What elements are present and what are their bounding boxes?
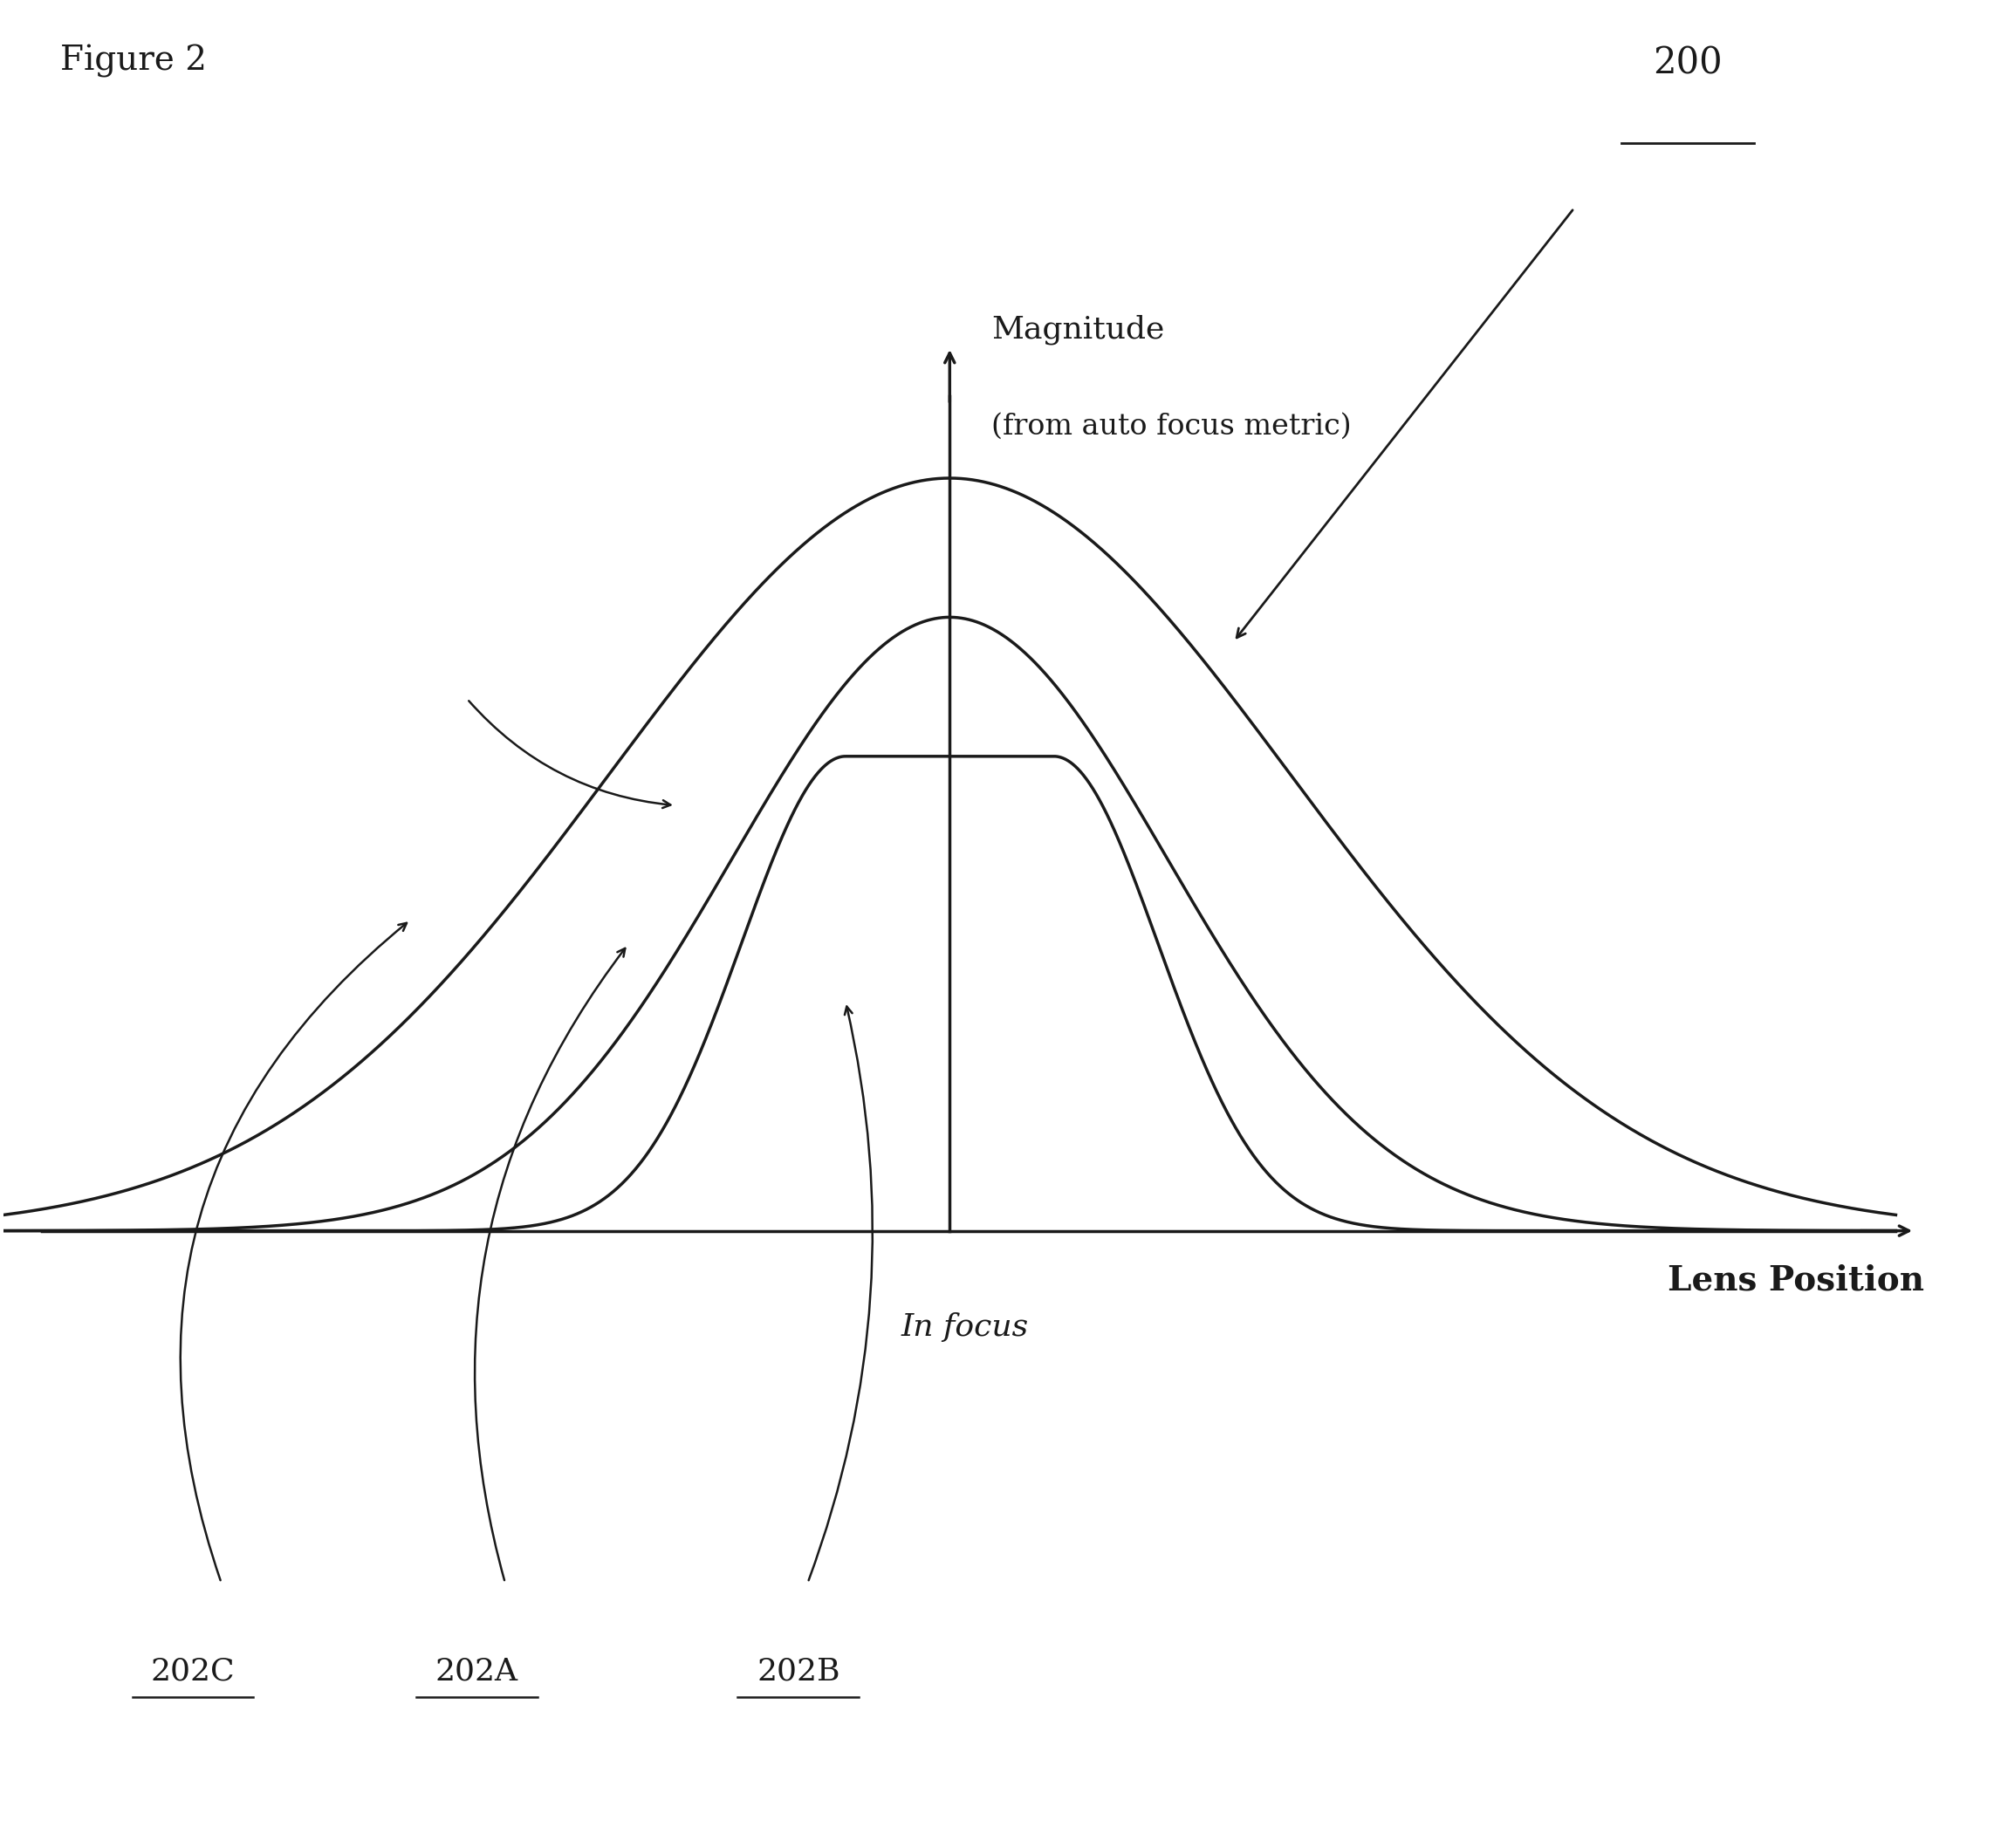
Text: Figure 2: Figure 2 — [60, 44, 207, 78]
Text: 202C: 202C — [152, 1656, 235, 1685]
Text: Magnitude: Magnitude — [991, 314, 1164, 344]
Text: (from auto focus metric): (from auto focus metric) — [991, 412, 1352, 440]
Text: 202A: 202A — [435, 1656, 518, 1685]
Text: 202B: 202B — [756, 1656, 839, 1685]
Text: 200: 200 — [1653, 44, 1723, 81]
Text: Lens Position: Lens Position — [1667, 1264, 1924, 1297]
Text: In focus: In focus — [901, 1312, 1029, 1342]
